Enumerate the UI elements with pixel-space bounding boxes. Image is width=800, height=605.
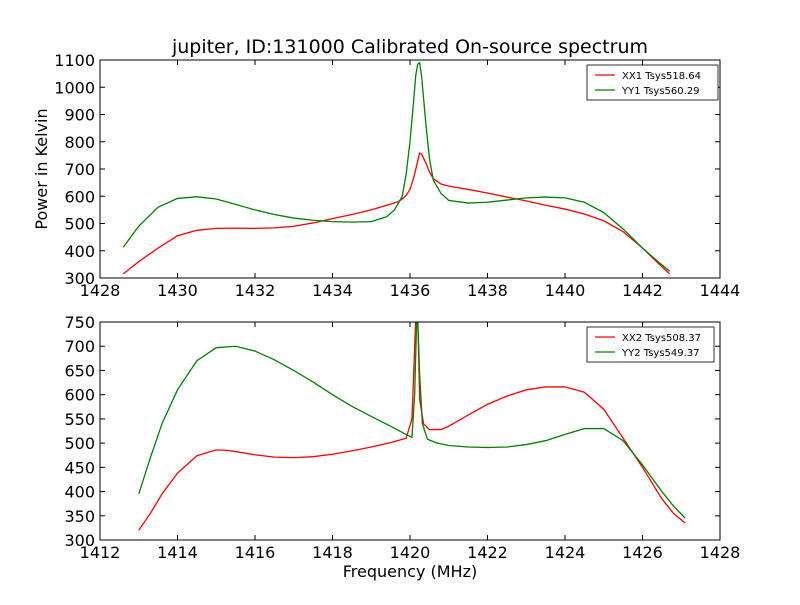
series-line-2 bbox=[122, 61, 671, 272]
y-tick-label: 1000 bbox=[54, 78, 95, 97]
x-tick-label: 1428 bbox=[700, 543, 741, 562]
x-tick-label: 1418 bbox=[312, 543, 353, 562]
top-axes: 1428 1430 1432 1434 1436 1438 1440 1442 1444 300 4… bbox=[32, 51, 740, 300]
x-tick-label: 1428 bbox=[80, 281, 121, 300]
series-line-1 bbox=[138, 322, 686, 531]
x-tick-label: 1442 bbox=[622, 281, 663, 300]
y-tick-label: 750 bbox=[64, 313, 95, 332]
legend-box bbox=[586, 64, 719, 101]
y-tick-label: 500 bbox=[64, 215, 95, 234]
legend: XX1 Tsys518.64 YY1 Tsys560.29 bbox=[586, 64, 719, 101]
x-tick-label: 1444 bbox=[700, 281, 741, 300]
series-line-2 bbox=[138, 322, 686, 519]
x-tick-label: 1426 bbox=[622, 543, 663, 562]
x-tick-label: 1436 bbox=[390, 281, 431, 300]
y-tick-label: 700 bbox=[64, 337, 95, 356]
y-tick-label: 300 bbox=[64, 269, 95, 288]
bottom-axes: 1412 1414 1416 1418 1420 1422 1424 1426 1428 300 3… bbox=[64, 313, 740, 581]
legend: XX2 Tsys508.37 YY2 Tsys549.37 bbox=[586, 326, 715, 363]
y-tick-label: 650 bbox=[64, 361, 95, 380]
y-tick-label: 550 bbox=[64, 410, 95, 429]
y-tick-label: 1100 bbox=[54, 51, 95, 70]
x-tick-label: 1434 bbox=[312, 281, 353, 300]
x-tick-label: 1422 bbox=[467, 543, 508, 562]
y-tick-label: 700 bbox=[64, 160, 95, 179]
x-tick-label: 1440 bbox=[545, 281, 586, 300]
legend-label: YY2 Tsys549.37 bbox=[621, 348, 700, 359]
y-tick-label: 400 bbox=[64, 483, 95, 502]
y-tick-label: 450 bbox=[64, 458, 95, 477]
x-tick-label: 1430 bbox=[157, 281, 198, 300]
legend-label: XX2 Tsys508.37 bbox=[622, 333, 701, 344]
y-tick-label: 600 bbox=[64, 386, 95, 405]
x-tick-label: 1432 bbox=[235, 281, 276, 300]
series-line-1 bbox=[122, 152, 671, 275]
legend-label: XX1 Tsys518.64 bbox=[622, 71, 701, 82]
x-tick-label: 1412 bbox=[80, 543, 121, 562]
y-tick-label: 500 bbox=[64, 434, 95, 453]
y-tick-label: 600 bbox=[64, 187, 95, 206]
y-tick-label: 300 bbox=[64, 531, 95, 550]
x-tick-label: 1414 bbox=[157, 543, 198, 562]
legend-box bbox=[586, 326, 715, 363]
y-tick-label: 350 bbox=[64, 507, 95, 526]
y-tick-label: 800 bbox=[64, 133, 95, 152]
x-tick-label: 1424 bbox=[545, 543, 586, 562]
x-tick-label: 1416 bbox=[235, 543, 276, 562]
y-tick-label: 400 bbox=[64, 242, 95, 261]
figure-title: jupiter, ID:131000 Calibrated On-source … bbox=[171, 36, 648, 58]
x-tick-label: 1420 bbox=[390, 543, 431, 562]
y-axis-label: Power in Kelvin bbox=[32, 108, 51, 229]
x-tick-label: 1438 bbox=[467, 281, 508, 300]
legend-label: YY1 Tsys560.29 bbox=[621, 86, 700, 97]
x-axis-label: Frequency (MHz) bbox=[343, 562, 477, 581]
y-tick-label: 900 bbox=[64, 106, 95, 125]
